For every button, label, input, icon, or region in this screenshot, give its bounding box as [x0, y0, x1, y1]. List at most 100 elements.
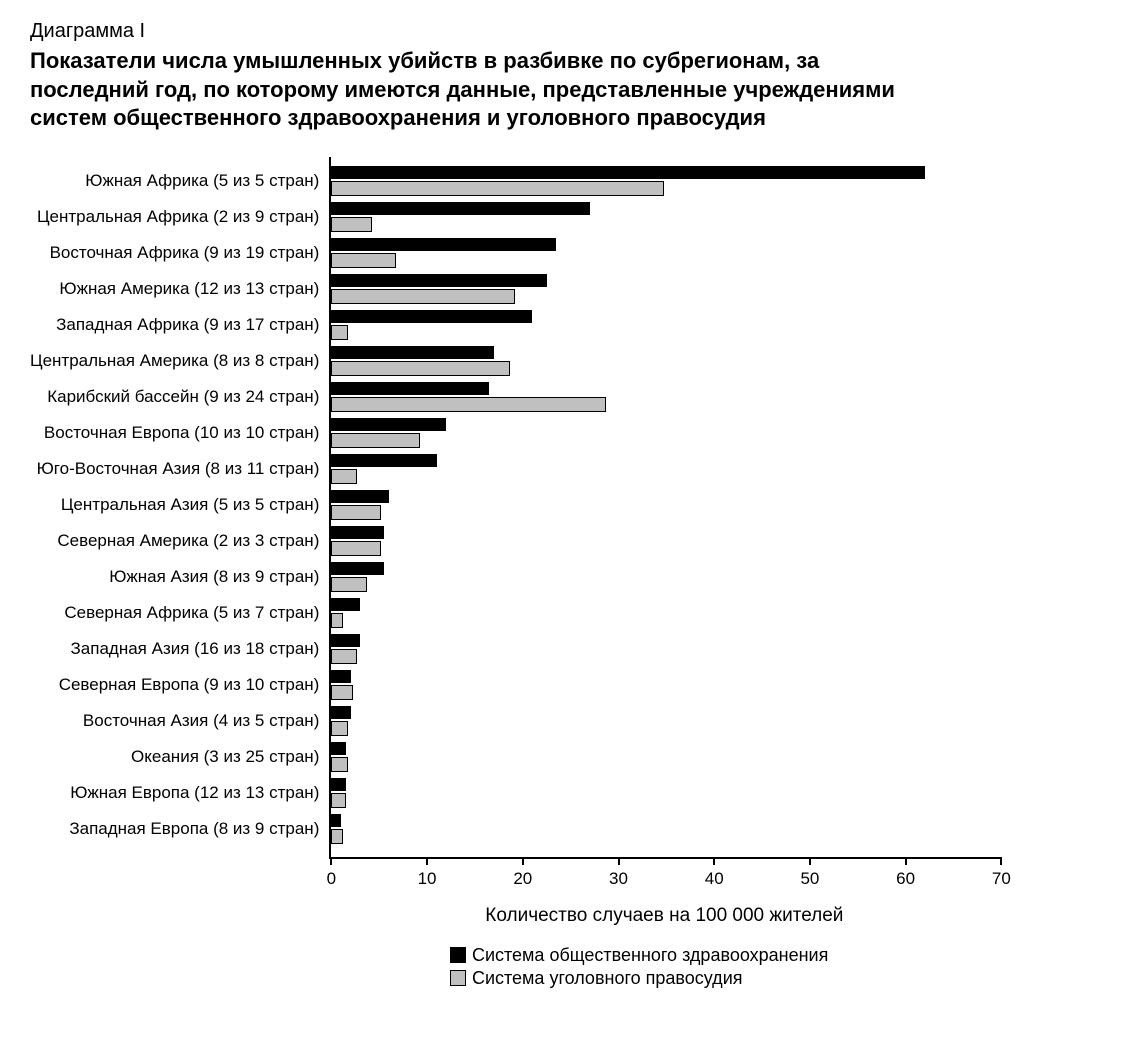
x-tick: [905, 857, 907, 865]
category-label: Восточная Азия (4 из 5 стран): [30, 703, 329, 739]
bar-row: [331, 775, 1001, 811]
bar-health: [331, 274, 546, 287]
bar-row: [331, 631, 1001, 667]
category-label: Восточная Европа (10 из 10 стран): [30, 415, 329, 451]
bar-justice: [331, 325, 347, 340]
x-tick-label: 0: [327, 869, 336, 889]
category-label: Центральная Америка (8 из 8 стран): [30, 343, 329, 379]
bar-justice: [331, 541, 381, 556]
bar-health: [331, 490, 388, 503]
bar-justice: [331, 181, 663, 196]
bar-justice: [331, 361, 510, 376]
legend-swatch: [450, 947, 466, 963]
bar-row: [331, 739, 1001, 775]
category-label: Южная Азия (8 из 9 стран): [30, 559, 329, 595]
category-label: Южная Америка (12 из 13 стран): [30, 271, 329, 307]
bar-health: [331, 742, 345, 755]
bar-health: [331, 706, 350, 719]
bar-chart: Южная Африка (5 из 5 стран)Центральная А…: [30, 157, 1001, 989]
bar-health: [331, 454, 436, 467]
category-label: Северная Америка (2 из 3 стран): [30, 523, 329, 559]
bar-health: [331, 562, 384, 575]
x-tick: [809, 857, 811, 865]
category-label: Восточная Африка (9 из 19 стран): [30, 235, 329, 271]
bar-row: [331, 523, 1001, 559]
category-label: Океания (3 из 25 стран): [30, 739, 329, 775]
x-tick: [522, 857, 524, 865]
x-tick-label: 20: [513, 869, 532, 889]
bar-row: [331, 595, 1001, 631]
plot-column: 010203040506070 Количество случаев на 10…: [329, 157, 1001, 989]
bar-justice: [331, 685, 352, 700]
bar-justice: [331, 757, 347, 772]
category-labels-column: Южная Африка (5 из 5 стран)Центральная А…: [30, 157, 329, 989]
bar-row: [331, 199, 1001, 235]
category-label: Центральная Африка (2 из 9 стран): [30, 199, 329, 235]
legend: Система общественного здравоохраненияСис…: [450, 945, 1001, 989]
bar-justice: [331, 433, 419, 448]
category-label: Северная Африка (5 из 7 стран): [30, 595, 329, 631]
x-tick: [713, 857, 715, 865]
legend-swatch: [450, 970, 466, 986]
category-label: Центральная Азия (5 из 5 стран): [30, 487, 329, 523]
x-tick-label: 60: [896, 869, 915, 889]
bar-justice: [331, 793, 345, 808]
category-label: Западная Азия (16 из 18 стран): [30, 631, 329, 667]
bar-row: [331, 559, 1001, 595]
x-tick-label: 50: [800, 869, 819, 889]
x-tick: [618, 857, 620, 865]
bar-health: [331, 670, 350, 683]
x-tick-label: 70: [992, 869, 1011, 889]
bar-row: [331, 703, 1001, 739]
category-label: Западная Европа (8 из 9 стран): [30, 811, 329, 847]
bar-health: [331, 814, 341, 827]
bar-health: [331, 346, 494, 359]
bar-justice: [331, 721, 347, 736]
x-tick-label: 10: [418, 869, 437, 889]
bar-row: [331, 307, 1001, 343]
x-tick: [330, 857, 332, 865]
bar-row: [331, 379, 1001, 415]
bar-row: [331, 415, 1001, 451]
bar-row: [331, 451, 1001, 487]
bar-row: [331, 487, 1001, 523]
bar-justice: [331, 217, 371, 232]
bar-justice: [331, 649, 357, 664]
bar-health: [331, 634, 360, 647]
legend-label: Система уголовного правосудия: [472, 968, 743, 989]
bar-health: [331, 238, 556, 251]
bar-health: [331, 418, 446, 431]
x-tick: [426, 857, 428, 865]
bar-row: [331, 667, 1001, 703]
bar-justice: [331, 289, 515, 304]
category-label: Западная Африка (9 из 17 стран): [30, 307, 329, 343]
chart-supertitle: Диаграмма I: [30, 20, 1107, 43]
bar-health: [331, 202, 589, 215]
bar-health: [331, 778, 345, 791]
x-tick-label: 40: [705, 869, 724, 889]
bar-row: [331, 811, 1001, 847]
bar-row: [331, 235, 1001, 271]
bar-justice: [331, 829, 343, 844]
bar-health: [331, 598, 360, 611]
bar-health: [331, 526, 384, 539]
category-label: Северная Европа (9 из 10 стран): [30, 667, 329, 703]
bar-health: [331, 310, 532, 323]
bar-justice: [331, 253, 395, 268]
bar-health: [331, 382, 489, 395]
x-tick: [1000, 857, 1002, 865]
category-label: Юго-Восточная Азия (8 из 11 стран): [30, 451, 329, 487]
bar-justice: [331, 577, 367, 592]
bar-justice: [331, 505, 381, 520]
bar-justice: [331, 613, 343, 628]
bar-row: [331, 271, 1001, 307]
chart-container: Южная Африка (5 из 5 стран)Центральная А…: [30, 157, 1107, 989]
legend-label: Система общественного здравоохранения: [472, 945, 828, 966]
legend-item: Система общественного здравоохранения: [450, 945, 828, 966]
chart-title: Показатели числа умышленных убийств в ра…: [30, 47, 930, 133]
bar-row: [331, 163, 1001, 199]
bar-justice: [331, 397, 606, 412]
category-label: Карибский бассейн (9 из 24 стран): [30, 379, 329, 415]
category-label: Южная Африка (5 из 5 стран): [30, 163, 329, 199]
bar-health: [331, 166, 924, 179]
